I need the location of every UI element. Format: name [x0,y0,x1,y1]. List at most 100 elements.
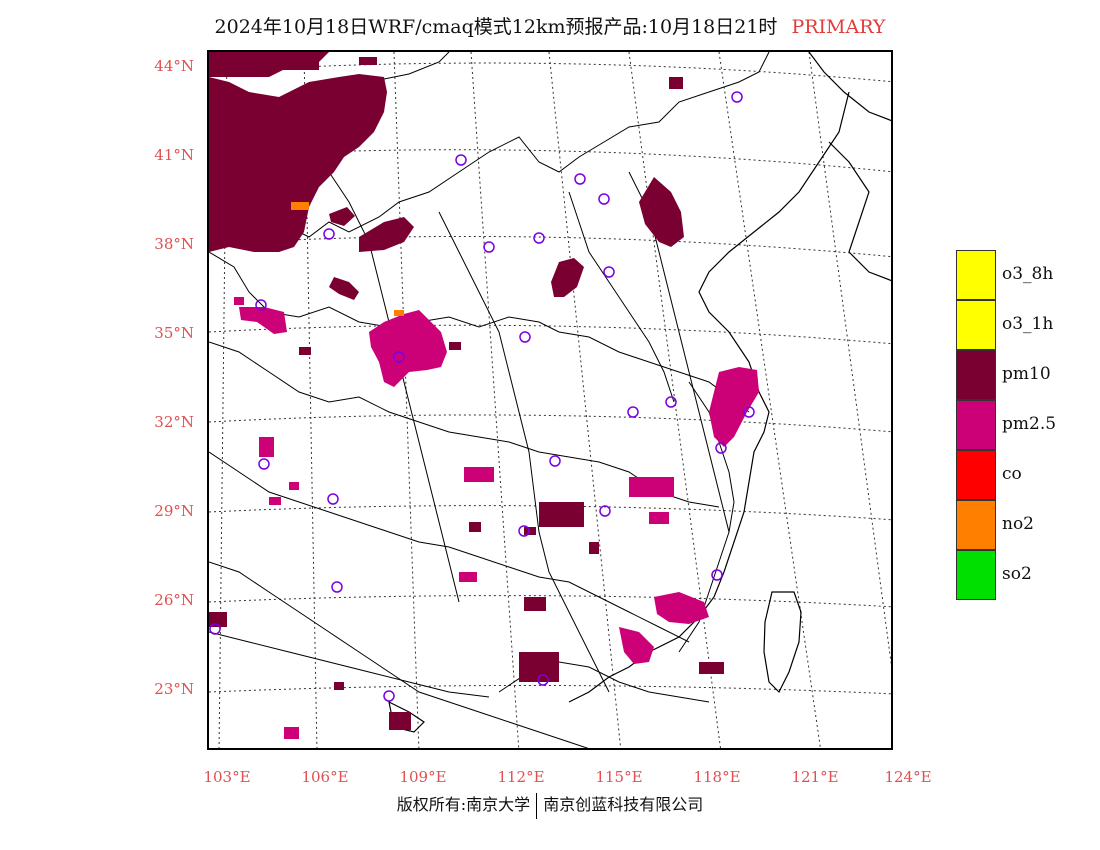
pollution-cells [209,52,759,739]
map-frame[interactable] [207,50,893,750]
pm25-area-south [619,627,654,664]
station-marker[interactable] [331,581,343,593]
pm10-area-north-small [329,207,355,226]
lon-label-118: 118°E [693,768,741,786]
station-marker[interactable] [711,569,723,581]
pollution-cell-5 [289,482,299,490]
pm10-area-north [359,217,414,252]
lat-label-38: 38°N [154,235,194,253]
pollution-cell-18 [209,612,227,627]
pm10-area-nw-top [209,52,329,77]
station-marker[interactable] [393,351,405,363]
pollution-cell-12 [524,527,536,535]
lat-label-26: 26°N [154,591,194,609]
station-marker[interactable] [537,674,549,686]
pollution-cell-8 [589,542,599,554]
station-marker[interactable] [574,173,586,185]
station-marker[interactable] [533,232,545,244]
legend-swatch-co [956,450,996,500]
station-marker[interactable] [258,458,270,470]
copyright-left: 版权所有:南京大学 [396,795,531,814]
pollution-cell-22 [394,310,404,316]
pollution-cell-6 [464,467,494,482]
lat-label-44: 44°N [154,57,194,75]
station-marker[interactable] [327,493,339,505]
pm25-area-coast [654,592,709,624]
pm25-area-central [369,310,447,387]
pollution-cell-11 [469,522,481,532]
lon-label-103: 103°E [203,768,251,786]
legend-swatch-pm25 [956,400,996,450]
station-marker[interactable] [519,331,531,343]
station-marker[interactable] [518,525,530,537]
station-marker[interactable] [627,406,639,418]
copyright-divider [536,792,538,819]
map-title: 2024年10月18日WRF/cmaq模式12km预报产品:10月18日21时 P… [0,12,1100,39]
legend-swatch-no2 [956,500,996,550]
station-marker[interactable] [209,623,221,635]
station-marker[interactable] [665,396,677,408]
lat-label-29: 29°N [154,502,194,520]
lat-label-32: 32°N [154,413,194,431]
legend-swatch-so2 [956,550,996,600]
station-marker[interactable] [549,455,561,467]
pollution-cell-19 [284,727,299,739]
pollution-cell-24 [299,347,311,355]
pm10-area-east [639,177,684,247]
station-marker[interactable] [603,266,615,278]
legend-label-o3-1h: o3_1h [1002,314,1054,334]
pollution-cell-1 [359,57,377,65]
pollution-cell-2 [669,77,683,89]
legend-label-pm25: pm2.5 [1002,414,1057,434]
legend-swatch-pm10 [956,350,996,400]
station-marker[interactable] [731,91,743,103]
title-main: 2024年10月18日WRF/cmaq模式12km预报产品:10月18日21时 [214,16,778,38]
pollution-cell-21 [291,202,309,210]
station-marker[interactable] [483,241,495,253]
lon-label-124: 124°E [884,768,932,786]
forecast-map[interactable] [209,52,893,750]
pm10-area-nw [209,74,387,252]
lon-label-121: 121°E [791,768,839,786]
pm25-area-delta [709,367,759,447]
legend-label-co: co [1002,464,1022,484]
lon-label-109: 109°E [399,768,447,786]
lat-label-41: 41°N [154,146,194,164]
coastline [388,52,891,733]
pollution-cell-23 [449,342,461,350]
pollution-cell-13 [459,572,477,582]
legend-label-so2: so2 [1002,564,1032,584]
copyright-line: 版权所有:南京大学 南京创蓝科技有限公司 [0,791,1100,819]
station-marker[interactable] [598,193,610,205]
legend-label-no2: no2 [1002,514,1034,534]
pollution-cell-3 [259,437,274,457]
pollution-cell-20 [334,682,344,690]
station-marker[interactable] [323,228,335,240]
pollution-cell-0 [279,60,319,70]
pm10-area-west [329,277,359,300]
pollution-cell-17 [389,712,411,730]
pollution-cell-4 [269,497,281,505]
lat-label-35: 35°N [154,324,194,342]
lon-label-112: 112°E [497,768,545,786]
station-marker[interactable] [743,406,755,418]
station-marker[interactable] [599,505,611,517]
pollution-cell-10 [649,512,669,524]
title-tag: PRIMARY [791,16,886,38]
pm25-area-west [239,307,287,334]
copyright-right: 南京创蓝科技有限公司 [543,795,704,814]
station-marker[interactable] [715,442,727,454]
legend-label-o3-8h: o3_8h [1002,264,1054,284]
pollution-cell-9 [629,477,674,497]
monitoring-stations [209,91,755,702]
lat-label-23: 23°N [154,680,194,698]
legend-swatch-o3-8h [956,250,996,300]
lon-label-106: 106°E [301,768,349,786]
legend-swatch-o3-1h [956,300,996,350]
pollution-cell-25 [234,297,244,305]
legend-label-pm10: pm10 [1002,364,1051,384]
station-marker[interactable] [455,154,467,166]
pm10-area-central [551,258,584,297]
station-marker[interactable] [383,690,395,702]
station-marker[interactable] [255,299,267,311]
